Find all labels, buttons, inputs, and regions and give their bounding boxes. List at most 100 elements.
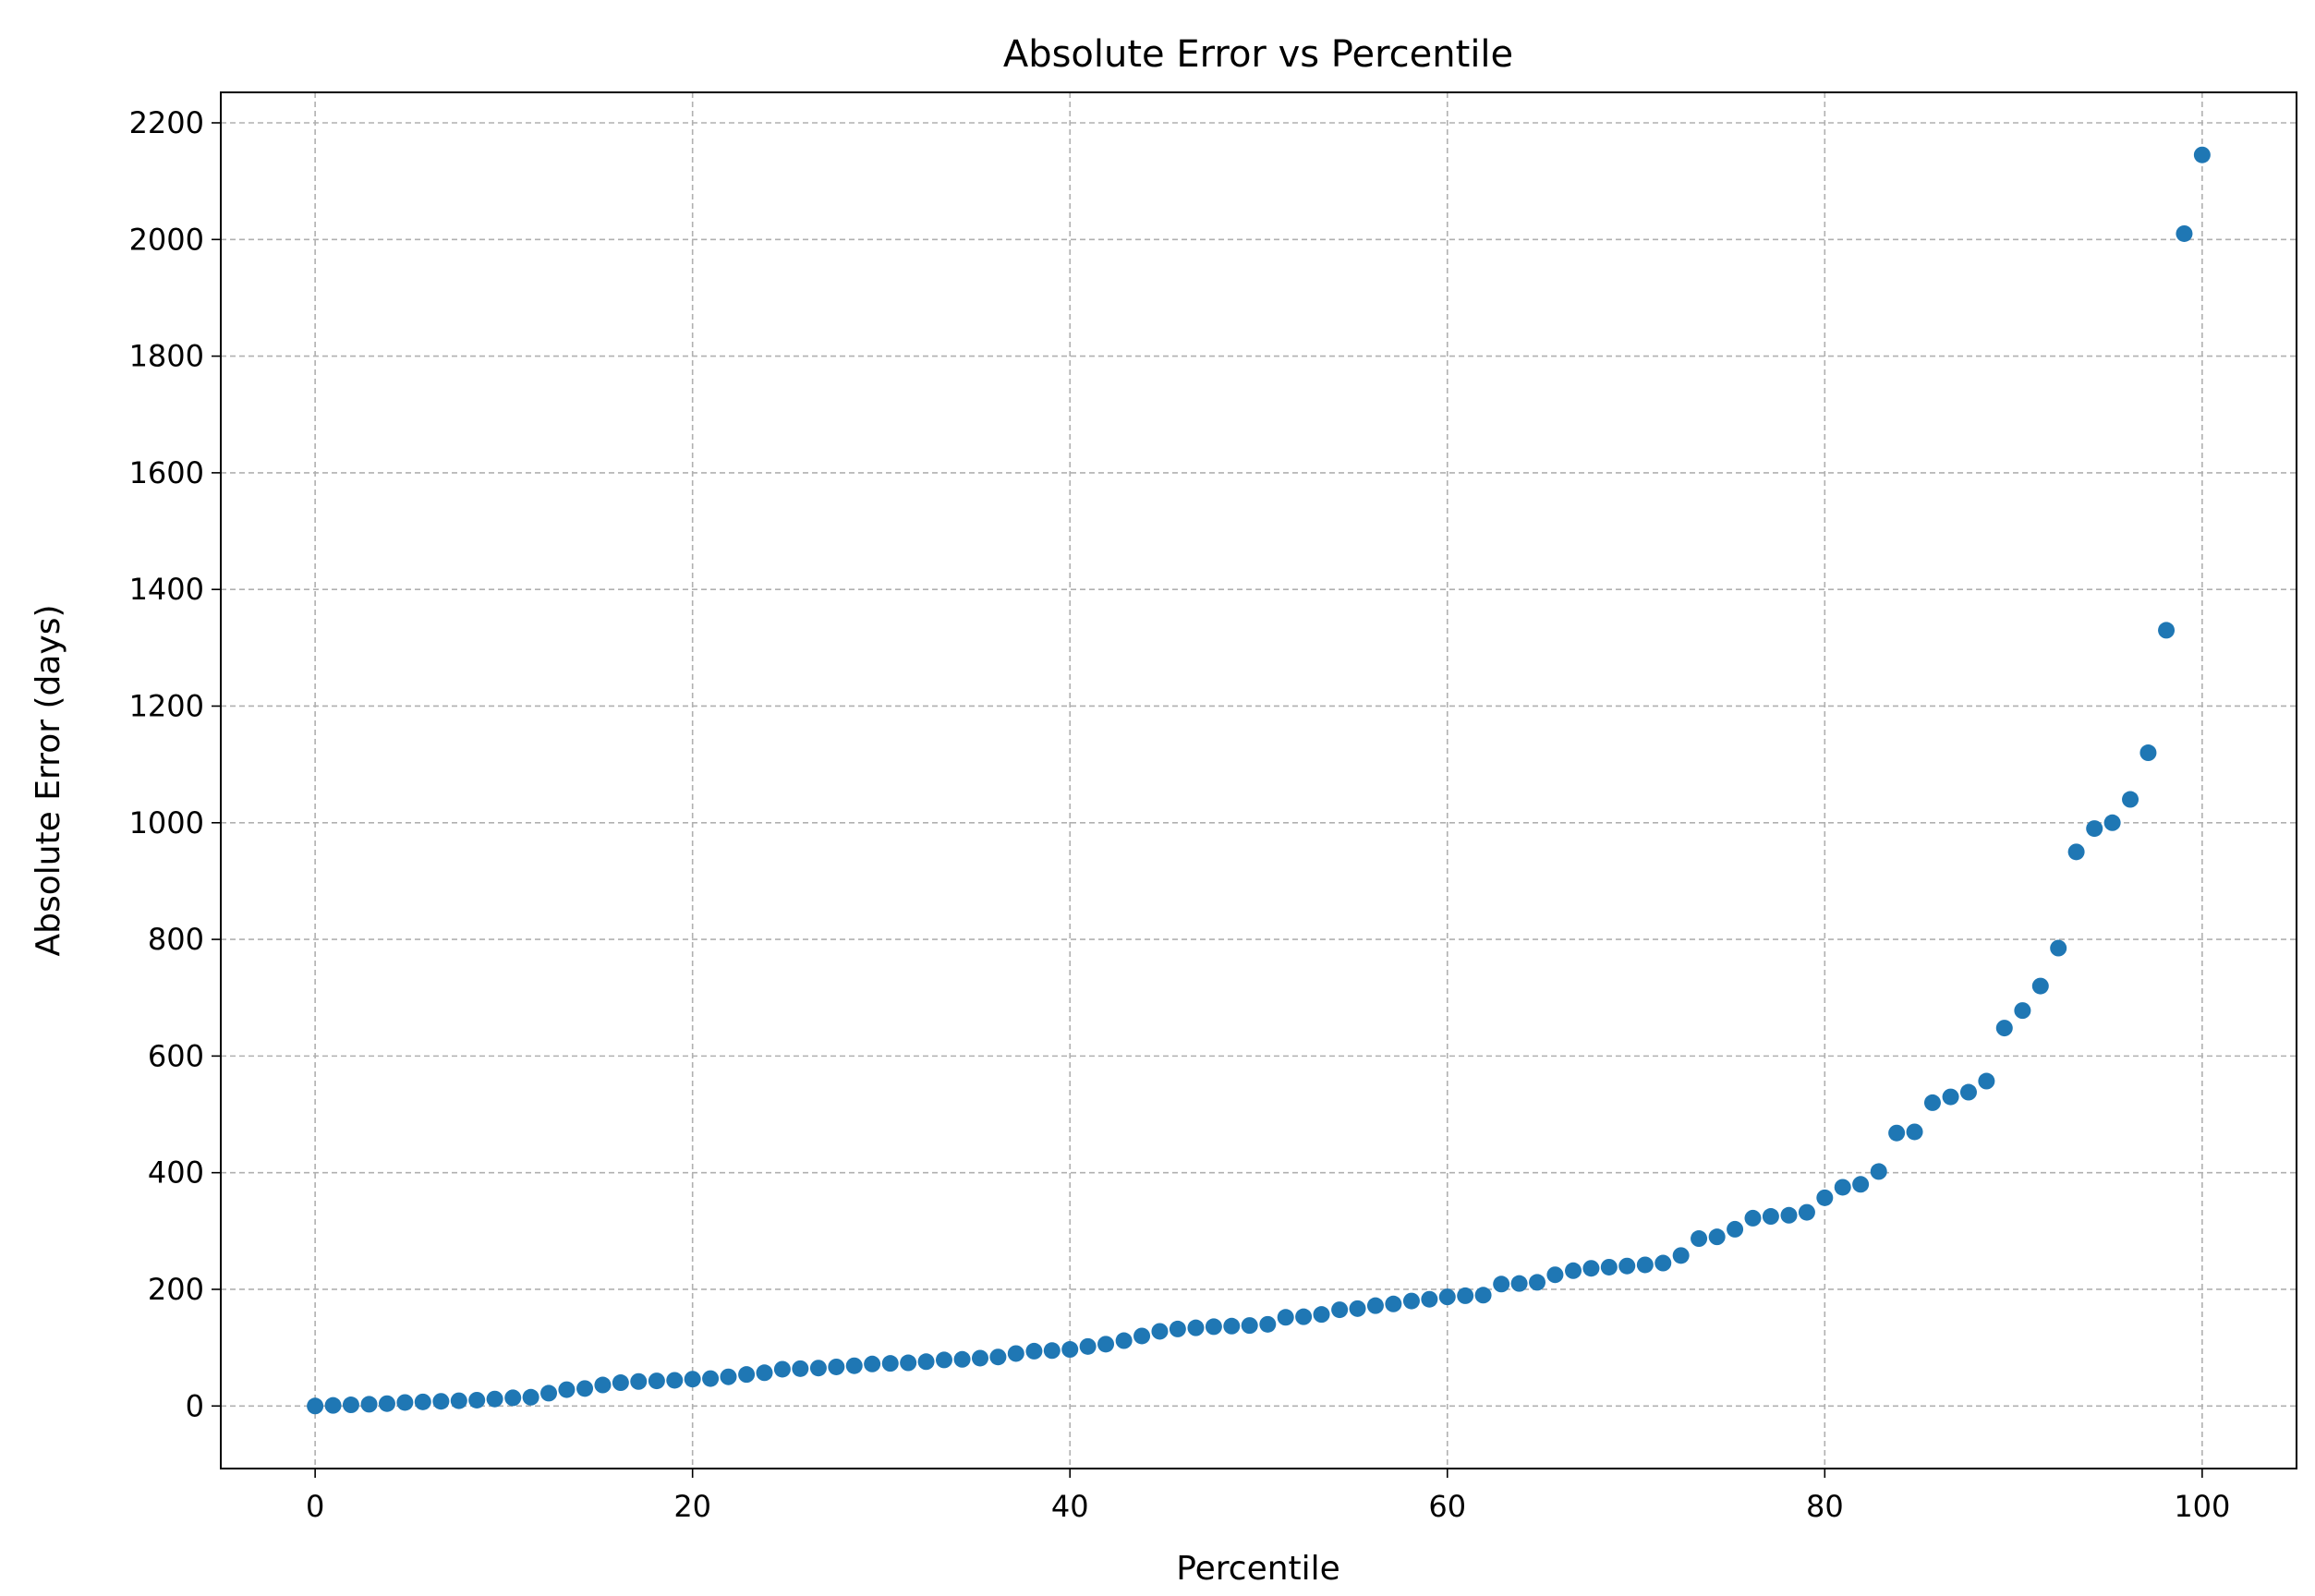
point	[468, 1391, 486, 1409]
point	[1959, 1083, 1977, 1101]
point	[1402, 1292, 1420, 1310]
point	[1438, 1288, 1456, 1306]
point	[1295, 1308, 1313, 1325]
y-tick-label: 2000	[129, 222, 204, 257]
y-tick-label: 200	[148, 1272, 204, 1307]
chart-title: Absolute Error vs Percentile	[1003, 33, 1513, 76]
point	[953, 1350, 971, 1368]
point	[1995, 1020, 2013, 1037]
point	[1187, 1319, 1205, 1336]
point	[1385, 1295, 1402, 1312]
y-axis-label: Absolute Error (days)	[30, 604, 67, 956]
point	[1061, 1341, 1079, 1359]
point	[342, 1396, 359, 1414]
point	[1636, 1256, 1654, 1274]
point	[594, 1376, 612, 1394]
point	[630, 1372, 648, 1390]
plot-frame	[220, 91, 2297, 1469]
point	[971, 1349, 988, 1367]
point	[1349, 1300, 1366, 1317]
point	[307, 1397, 324, 1415]
point	[1007, 1345, 1024, 1362]
point	[845, 1357, 863, 1374]
point	[1888, 1124, 1906, 1142]
point	[1493, 1276, 1510, 1293]
point	[558, 1381, 576, 1398]
x-tick-label: 60	[1428, 1489, 1466, 1524]
point	[2193, 146, 2211, 163]
point	[396, 1394, 414, 1411]
y-tick-label: 400	[148, 1155, 204, 1191]
point	[1097, 1336, 1115, 1353]
point	[1762, 1208, 1779, 1226]
point	[2122, 791, 2139, 808]
point	[2176, 224, 2193, 242]
point	[1277, 1309, 1294, 1326]
point	[1079, 1337, 1097, 1355]
x-tick-label: 80	[1806, 1489, 1844, 1524]
x-tick-label: 20	[673, 1489, 711, 1524]
point	[432, 1393, 450, 1410]
point	[756, 1364, 773, 1382]
point	[1169, 1320, 1186, 1337]
point	[881, 1355, 899, 1372]
point	[1529, 1274, 1546, 1291]
point	[1241, 1317, 1258, 1335]
point	[989, 1348, 1007, 1366]
point	[1600, 1258, 1618, 1276]
point	[2103, 814, 2121, 831]
point	[612, 1374, 629, 1392]
point	[1852, 1176, 1870, 1193]
point	[738, 1366, 756, 1384]
point	[828, 1358, 845, 1375]
point	[1510, 1275, 1528, 1292]
point	[1708, 1228, 1726, 1246]
point	[1421, 1290, 1438, 1308]
point	[2014, 1002, 2031, 1020]
point	[792, 1360, 809, 1377]
point	[864, 1355, 881, 1372]
y-tick-label: 800	[148, 922, 204, 957]
point	[504, 1389, 522, 1407]
point	[1870, 1163, 1887, 1180]
y-tick-label: 0	[186, 1388, 204, 1423]
y-tick-label: 1200	[129, 688, 204, 723]
point	[684, 1371, 701, 1388]
point	[360, 1396, 378, 1413]
point	[1654, 1254, 1672, 1272]
point	[1582, 1260, 1600, 1277]
point	[1618, 1257, 1636, 1275]
point	[1259, 1315, 1277, 1333]
point	[773, 1360, 791, 1378]
point	[378, 1395, 395, 1412]
point	[1565, 1262, 1582, 1279]
point	[1816, 1189, 1834, 1206]
point	[648, 1372, 665, 1390]
point	[1043, 1342, 1061, 1360]
point	[900, 1354, 917, 1372]
point	[414, 1393, 431, 1410]
y-tick-label: 1800	[129, 339, 204, 374]
x-tick-label: 100	[2174, 1489, 2230, 1524]
point	[1942, 1088, 1959, 1106]
point	[1205, 1318, 1222, 1336]
point	[1978, 1072, 1995, 1090]
point	[576, 1380, 594, 1397]
x-axis-label: Percentile	[1176, 1550, 1340, 1588]
point	[1546, 1266, 1564, 1284]
y-tick-label: 1400	[129, 572, 204, 607]
point	[1727, 1220, 1744, 1238]
point	[1906, 1123, 1923, 1141]
x-tick-label: 0	[306, 1489, 324, 1524]
point	[2031, 977, 2049, 995]
point	[522, 1388, 539, 1406]
point	[917, 1353, 935, 1371]
point	[809, 1360, 827, 1377]
point	[2067, 843, 2085, 861]
point	[2158, 622, 2176, 639]
point	[324, 1396, 342, 1414]
point	[1366, 1297, 1384, 1314]
point	[2139, 744, 2157, 762]
point	[1115, 1332, 1133, 1349]
